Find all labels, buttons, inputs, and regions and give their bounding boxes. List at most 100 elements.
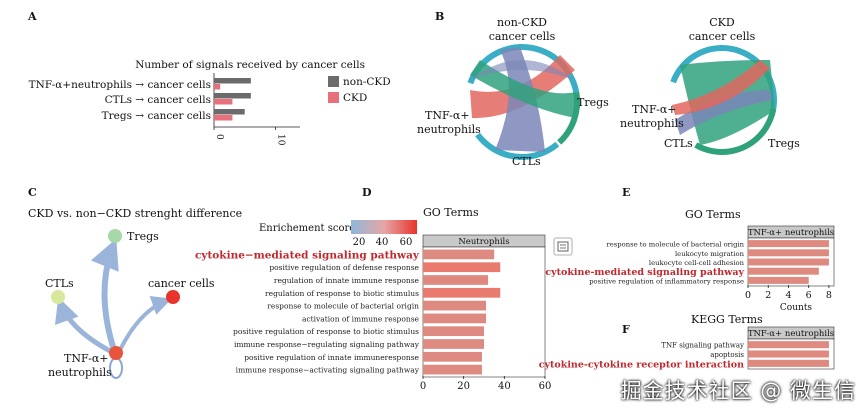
panel-label-c: C	[28, 186, 37, 199]
chord-left-label-tnf2: neutrophils	[417, 123, 481, 136]
panel-a-legend-swatch	[328, 76, 339, 87]
panel-d-bar	[423, 339, 484, 349]
edge-neut-self-loop	[109, 357, 123, 379]
panel-e-category-label: response to molecule of bacterial origin	[607, 241, 745, 249]
panel-a-title: Number of signals received by cancer cel…	[135, 59, 365, 71]
expand-icon	[557, 241, 569, 252]
panel-d-ticks: 0 20 40 60	[420, 376, 552, 392]
chord-left-cancer-wedge	[470, 60, 574, 80]
panel-label-e: E	[622, 186, 630, 199]
panel-d-category-label: positive regulation of defense response	[269, 263, 419, 272]
panel-a-category-label: Tregs → cancer cells	[102, 110, 211, 122]
panel-d-facet-label: Neutrophils	[458, 237, 509, 247]
panel-d-tick-label: 0	[420, 381, 426, 392]
panel-a-bar-non-ckd	[214, 93, 251, 99]
panel-e-tick-label: 8	[826, 290, 832, 301]
panel-e-tick-label: 2	[765, 290, 771, 301]
chord-left-title-2: cancer cells	[489, 30, 556, 43]
node-label-ctls: CTLs	[45, 277, 74, 290]
panel-d-bars	[423, 249, 501, 375]
panel-d-bar	[423, 364, 482, 375]
panel-b-right-chord: CKD cancer cells TNF-α+ neutrophils CTLs…	[620, 16, 800, 155]
chord-left-title-1: non-CKD	[497, 16, 547, 29]
panel-e-tick-label: 0	[745, 290, 751, 301]
panel-f-bar	[748, 359, 829, 367]
chord-left-tregs-to-cancer	[470, 60, 576, 118]
panel-d-category-label: regulation of innate immune response	[274, 276, 420, 285]
panel-a-category-label: TNF-α+neutrophils → cancer cells	[29, 79, 211, 91]
panel-d-category-label: immune response−activating signaling pat…	[236, 366, 420, 375]
panel-f: KEGG Terms TNF-α+ neutrophils TNF signal…	[539, 313, 835, 371]
panel-d-tick-label: 20	[457, 381, 470, 392]
panel-d: GO Terms Enrichement score 20 40 60 Neutro…	[195, 206, 573, 392]
panel-d-tick-label: 40	[498, 381, 511, 392]
panel-c-network: CKD vs. non−CKD strenght difference Treg…	[28, 207, 242, 379]
node-label-tregs: Tregs	[127, 230, 159, 243]
panel-e-tick-label: 6	[806, 290, 812, 301]
panel-e-bar	[748, 276, 809, 284]
panel-e-category-label: leukocyte migration	[675, 250, 745, 258]
panel-a-bar-ckd	[214, 99, 233, 105]
edge-neut-to-tregs	[90, 238, 119, 351]
panel-d-category-label: response to molecule of bacterial origin	[267, 302, 419, 311]
panel-e-category-label: cytokine-mediated signaling pathway	[545, 267, 744, 278]
chord-right-title-1: CKD	[709, 16, 735, 29]
panel-e-title: GO Terms	[685, 208, 741, 221]
panel-d-legend-gradient	[351, 220, 417, 234]
panel-d-bar	[423, 351, 482, 362]
panel-a-category-labels: TNF-α+neutrophils → cancer cells CTLs → c…	[29, 79, 211, 122]
node-label-cancer: cancer cells	[148, 277, 215, 290]
panel-a-bar-non-ckd	[214, 109, 245, 115]
panel-d-legend-tick: 40	[376, 237, 389, 248]
panel-f-category-labels: TNF signaling pathwayapoptosiscytokine-c…	[539, 342, 745, 371]
panel-d-expand-button[interactable]	[553, 237, 573, 256]
panel-e-bars	[748, 240, 829, 284]
panel-f-category-label: apoptosis	[710, 351, 744, 359]
panel-a-legend-swatch	[328, 92, 339, 103]
panel-d-legend-tick: 20	[353, 237, 366, 248]
panel-d-bar	[423, 287, 501, 298]
panel-f-bar	[748, 341, 829, 349]
watermark: 掘金技术社区 @ 微生信	[620, 379, 856, 403]
panel-d-tick-label: 60	[539, 381, 552, 392]
panel-label-d: D	[362, 186, 372, 199]
chord-left-ring-cancer	[464, 44, 580, 160]
panel-d-category-label: activation of immune response	[302, 314, 420, 323]
panel-a-legend: non-CKD CKD	[328, 76, 391, 104]
panel-f-category-label: TNF signaling pathway	[661, 342, 744, 350]
chord-left-label-ctls: CTLs	[512, 155, 541, 168]
node-tregs	[108, 229, 122, 243]
panel-d-category-label: positive regulation of response to bioti…	[233, 327, 419, 336]
panel-d-category-label: immune response−regulating signaling pat…	[234, 340, 420, 349]
panel-c-title: CKD vs. non−CKD strenght difference	[28, 207, 242, 220]
edge-neut-to-ctls	[54, 297, 114, 355]
panel-d-category-label: regulation of response to biotic stimulu…	[265, 289, 419, 298]
panel-e-xlabel: Counts	[780, 303, 813, 313]
panel-d-legend-ticks: 20 40 60	[353, 237, 413, 248]
panel-d-title: GO Terms	[423, 206, 479, 219]
panel-label-a: A	[27, 10, 37, 23]
panel-a-category-label: CTLs → cancer cells	[105, 94, 211, 106]
panel-d-legend-tick: 60	[400, 237, 413, 248]
panel-a-legend-label: CKD	[343, 92, 367, 104]
chord-right-ctls-to-cancer	[675, 90, 772, 135]
chord-left-ring-tregs	[464, 44, 580, 160]
node-label-tnf2: neutrophils	[48, 366, 112, 379]
chord-right-label-ctls: CTLs	[664, 137, 693, 150]
panel-d-bar	[423, 313, 487, 324]
panel-e-category-labels: response to molecule of bacterial origin…	[545, 241, 744, 286]
panel-a-ticks: 0 10	[213, 127, 285, 146]
chord-right-ring-cancer	[666, 45, 777, 155]
panel-d-bar	[423, 262, 501, 273]
chord-left-label-tnf1: TNF-α+	[425, 109, 469, 122]
panel-e-bar	[748, 240, 829, 248]
node-neut	[109, 346, 123, 360]
panel-d-bar	[423, 275, 489, 285]
panel-e-ticks: 0 2 4 6 8	[745, 285, 832, 301]
panel-a: Number of signals received by cancer cel…	[29, 59, 391, 146]
panel-d-category-labels: cytokine−mediated signaling pathway posit…	[195, 249, 420, 374]
chord-left-label-tregs: Tregs	[577, 96, 609, 109]
panel-d-category-label: cytokine−mediated signaling pathway	[195, 249, 420, 261]
panel-b-left-chord: non-CKD cancer cells Tregs TNF-α+ neutro…	[417, 16, 609, 168]
